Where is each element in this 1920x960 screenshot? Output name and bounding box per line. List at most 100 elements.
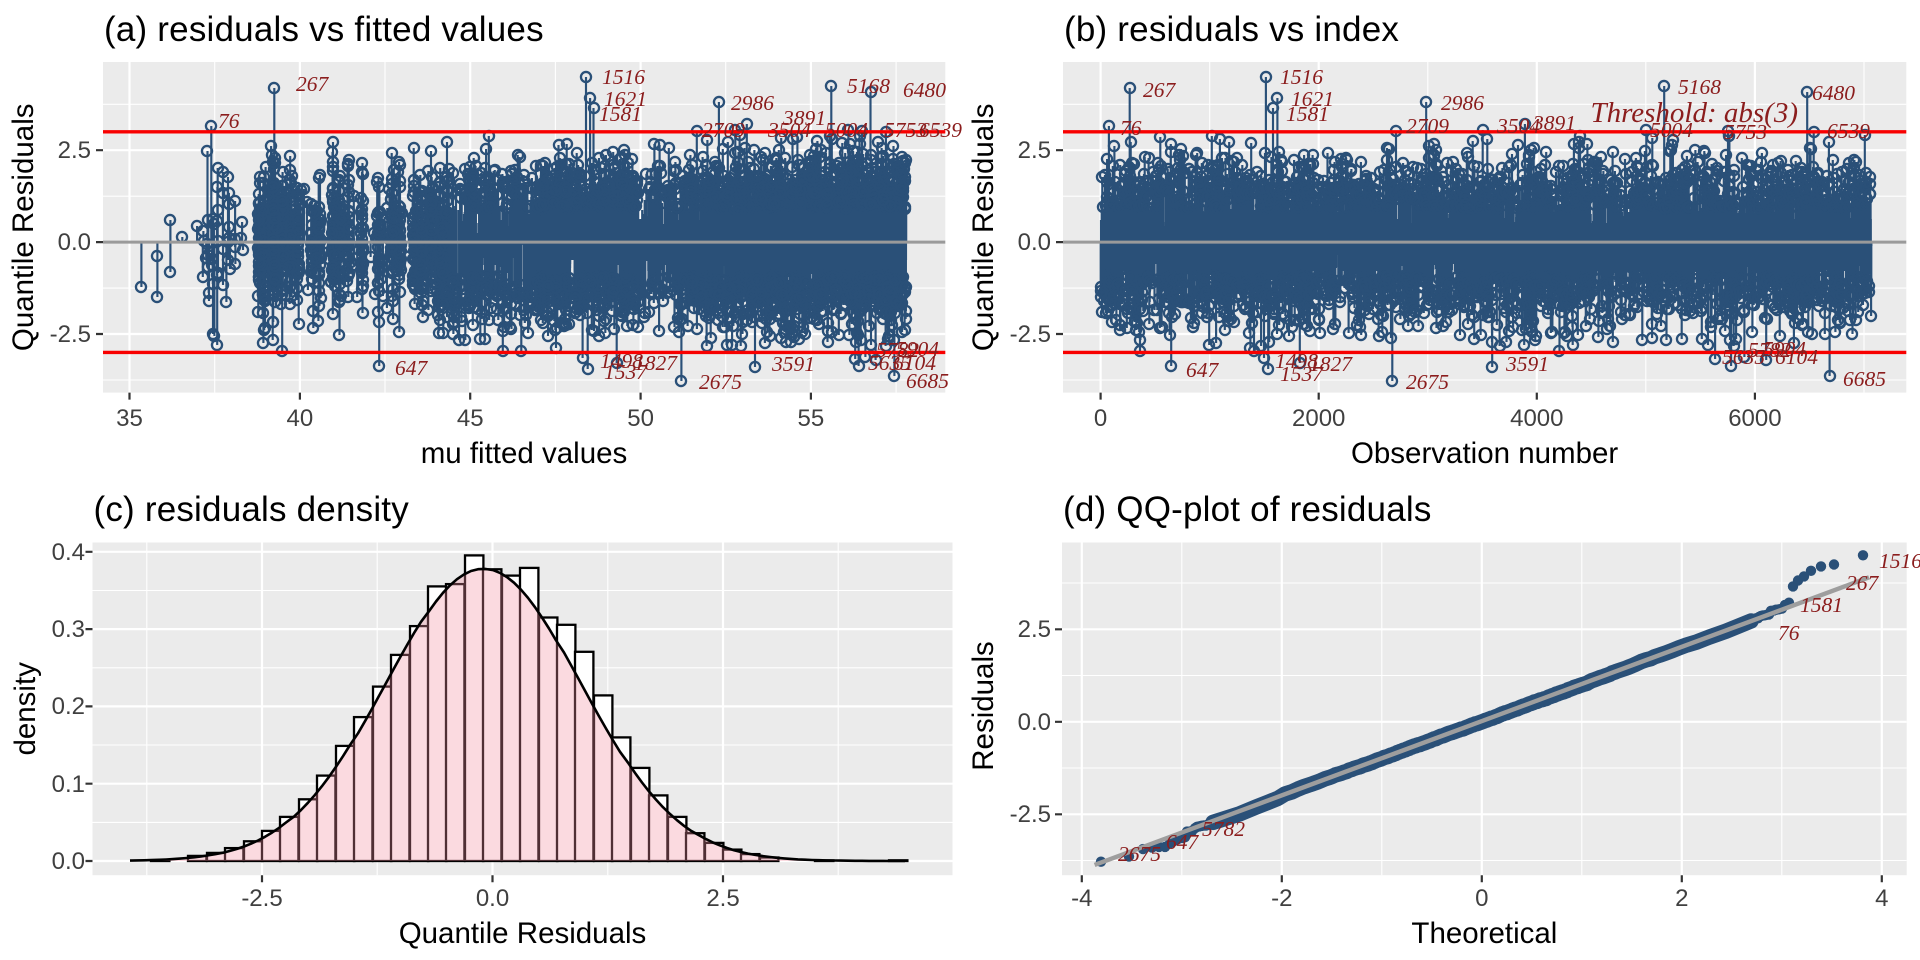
svg-text:6685: 6685 — [906, 369, 949, 393]
svg-text:2709: 2709 — [702, 118, 745, 142]
svg-text:3891: 3891 — [782, 106, 826, 130]
svg-text:3504: 3504 — [1496, 114, 1540, 138]
svg-text:4: 4 — [1875, 885, 1888, 912]
svg-text:0.0: 0.0 — [52, 848, 85, 875]
svg-text:5753: 5753 — [884, 118, 927, 142]
svg-text:3591: 3591 — [1505, 352, 1549, 376]
svg-text:6104: 6104 — [893, 351, 936, 375]
svg-text:1827: 1827 — [634, 351, 678, 375]
svg-text:2000: 2000 — [1292, 405, 1345, 432]
svg-text:6480: 6480 — [903, 78, 946, 102]
svg-text:76: 76 — [1120, 116, 1142, 140]
svg-text:3891: 3891 — [1532, 111, 1576, 135]
svg-text:0.3: 0.3 — [52, 616, 85, 643]
svg-text:2986: 2986 — [1441, 91, 1484, 115]
svg-text:267: 267 — [296, 72, 330, 96]
svg-text:6539: 6539 — [1827, 119, 1870, 143]
svg-text:5782: 5782 — [1748, 338, 1791, 362]
svg-text:647: 647 — [1186, 358, 1220, 382]
svg-text:1581: 1581 — [1800, 593, 1843, 617]
svg-text:Observation number: Observation number — [1351, 437, 1618, 470]
svg-text:5635: 5635 — [868, 351, 911, 375]
svg-text:5753: 5753 — [1724, 120, 1767, 144]
svg-text:45: 45 — [457, 405, 484, 432]
svg-text:0.0: 0.0 — [1018, 229, 1051, 256]
svg-text:50: 50 — [627, 405, 654, 432]
svg-text:5168: 5168 — [1678, 75, 1721, 99]
svg-text:35: 35 — [116, 405, 143, 432]
svg-text:1621: 1621 — [604, 87, 647, 111]
svg-text:267: 267 — [1846, 571, 1880, 595]
svg-text:2: 2 — [1675, 885, 1688, 912]
svg-text:2675: 2675 — [699, 370, 742, 394]
svg-text:6000: 6000 — [1728, 405, 1781, 432]
svg-text:2.5: 2.5 — [1018, 137, 1051, 164]
svg-text:6685: 6685 — [1843, 367, 1886, 391]
svg-text:1498: 1498 — [600, 349, 643, 373]
svg-text:76: 76 — [1778, 621, 1800, 645]
svg-text:mu fitted values: mu fitted values — [421, 437, 628, 470]
svg-text:density: density — [9, 662, 42, 756]
svg-text:6104: 6104 — [1775, 345, 1818, 369]
svg-text:1621: 1621 — [1291, 87, 1334, 111]
svg-text:Residuals: Residuals — [967, 641, 1000, 771]
svg-text:0.0: 0.0 — [1018, 709, 1051, 736]
svg-text:6539: 6539 — [919, 118, 962, 142]
svg-text:5782: 5782 — [876, 338, 919, 362]
svg-text:0.0: 0.0 — [476, 885, 509, 912]
svg-text:2675: 2675 — [1118, 842, 1161, 866]
svg-text:647: 647 — [395, 356, 429, 380]
svg-text:Threshold: abs(3): Threshold: abs(3) — [1590, 97, 1798, 129]
svg-text:0.0: 0.0 — [58, 229, 91, 256]
svg-text:Quantile Residuals: Quantile Residuals — [399, 917, 647, 950]
svg-text:3591: 3591 — [771, 352, 815, 376]
svg-text:5904: 5904 — [1763, 337, 1806, 361]
svg-text:Quantile Residuals: Quantile Residuals — [7, 103, 40, 351]
svg-text:5168: 5168 — [847, 74, 890, 98]
svg-text:2.5: 2.5 — [706, 885, 739, 912]
svg-text:3504: 3504 — [767, 118, 811, 142]
svg-text:-4: -4 — [1071, 885, 1092, 912]
svg-text:0.1: 0.1 — [52, 771, 85, 798]
svg-text:1516: 1516 — [602, 65, 645, 89]
svg-text:(c) residuals density: (c) residuals density — [94, 490, 410, 529]
svg-text:-2.5: -2.5 — [1010, 801, 1051, 828]
svg-text:2986: 2986 — [731, 91, 774, 115]
svg-text:0: 0 — [1094, 405, 1107, 432]
svg-text:1581: 1581 — [599, 102, 642, 126]
svg-text:2709: 2709 — [1406, 114, 1449, 138]
svg-text:5004: 5004 — [825, 118, 868, 142]
svg-text:76: 76 — [218, 109, 240, 133]
svg-text:Quantile Residuals: Quantile Residuals — [967, 103, 1000, 351]
svg-text:(a) residuals vs fitted values: (a) residuals vs fitted values — [104, 10, 544, 49]
svg-text:Theoretical: Theoretical — [1411, 917, 1557, 950]
svg-text:5904: 5904 — [896, 337, 939, 361]
svg-text:5782: 5782 — [1202, 817, 1245, 841]
svg-text:1498: 1498 — [1275, 349, 1318, 373]
svg-text:1827: 1827 — [1309, 352, 1353, 376]
svg-text:0.4: 0.4 — [52, 539, 85, 566]
svg-text:40: 40 — [287, 405, 314, 432]
svg-text:1537: 1537 — [1280, 362, 1324, 386]
svg-text:4000: 4000 — [1510, 405, 1563, 432]
svg-text:267: 267 — [1143, 78, 1177, 102]
svg-text:0.2: 0.2 — [52, 693, 85, 720]
svg-text:(b) residuals vs index: (b) residuals vs index — [1064, 10, 1399, 49]
svg-text:1537: 1537 — [604, 360, 648, 384]
svg-text:-2.5: -2.5 — [50, 321, 91, 348]
svg-text:0: 0 — [1475, 885, 1488, 912]
svg-text:2.5: 2.5 — [58, 137, 91, 164]
svg-text:2.5: 2.5 — [1018, 616, 1051, 643]
svg-text:55: 55 — [798, 405, 825, 432]
svg-text:1516: 1516 — [1280, 65, 1323, 89]
svg-text:-2.5: -2.5 — [1010, 321, 1051, 348]
svg-text:1516: 1516 — [1879, 549, 1920, 573]
svg-text:647: 647 — [1166, 830, 1200, 854]
svg-text:5635: 5635 — [1722, 345, 1765, 369]
svg-text:2675: 2675 — [1406, 370, 1449, 394]
svg-text:-2.5: -2.5 — [241, 885, 282, 912]
svg-text:6480: 6480 — [1812, 81, 1855, 105]
svg-text:5004: 5004 — [1650, 118, 1693, 142]
svg-text:1581: 1581 — [1286, 102, 1329, 126]
svg-text:-2: -2 — [1271, 885, 1292, 912]
